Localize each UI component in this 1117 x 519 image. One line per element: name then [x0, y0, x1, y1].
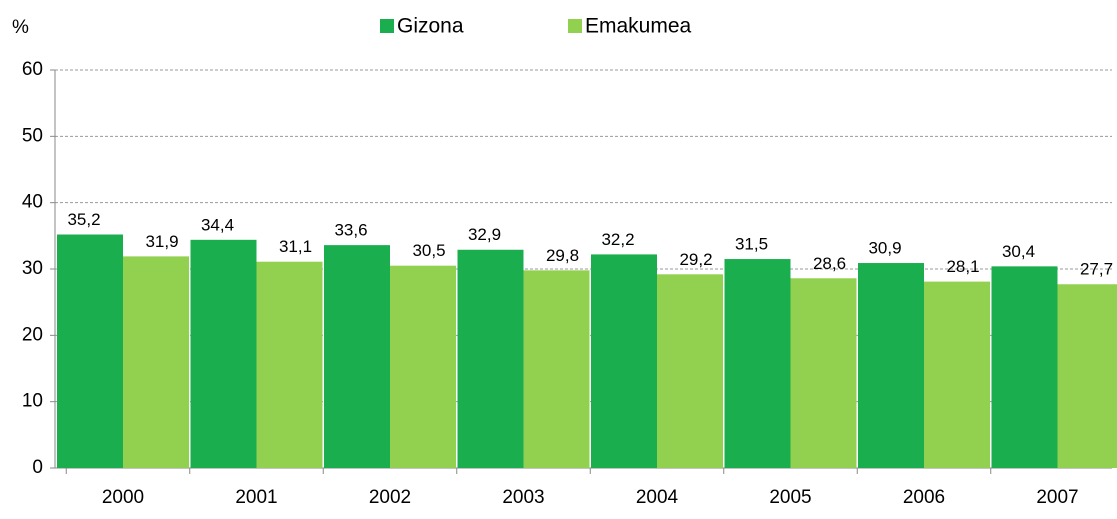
bar [991, 266, 1058, 468]
y-tick-label: 30 [22, 258, 43, 279]
legend-swatch [380, 19, 394, 33]
y-tick-label: 40 [22, 192, 43, 213]
value-label: 30,4 [1002, 242, 1035, 261]
bar [324, 245, 390, 468]
y-tick-label: 20 [22, 324, 43, 345]
x-tick-label: 2005 [769, 487, 811, 508]
bar [1057, 284, 1117, 468]
bar [57, 234, 123, 468]
legend-swatch [568, 19, 582, 33]
bar [457, 249, 524, 468]
bar [256, 261, 323, 468]
value-label: 30,9 [868, 239, 901, 258]
value-label: 28,1 [946, 257, 979, 276]
value-label: 33,6 [334, 221, 367, 240]
y-tick-label: 10 [22, 391, 43, 412]
bar [724, 259, 791, 468]
x-tick-label: 2004 [636, 487, 679, 508]
legend-label: Gizona [397, 15, 464, 38]
value-label: 31,5 [735, 235, 768, 254]
x-tick-label: 2006 [903, 487, 945, 508]
value-label: 35,2 [67, 210, 100, 229]
bar [390, 265, 456, 468]
bar [858, 263, 924, 468]
y-axis-label: % [12, 17, 29, 38]
value-label: 28,6 [813, 254, 846, 273]
x-tick-label: 2002 [369, 487, 411, 508]
bar [123, 256, 189, 468]
y-tick-label: 50 [22, 125, 43, 146]
bar [790, 278, 857, 468]
value-label: 32,9 [468, 225, 501, 244]
x-tick-label: 2001 [235, 487, 277, 508]
x-tick-label: 2000 [102, 487, 144, 508]
bar [924, 281, 990, 468]
bar [523, 270, 590, 468]
value-label: 31,9 [145, 232, 178, 251]
value-label: 34,4 [201, 215, 234, 234]
value-label: 32,2 [601, 230, 634, 249]
value-label: 29,8 [546, 246, 579, 265]
y-tick-label: 60 [22, 59, 43, 80]
y-tick-label: 0 [32, 457, 43, 478]
x-tick-label: 2007 [1036, 487, 1078, 508]
value-label: 29,2 [679, 250, 712, 269]
value-label: 31,1 [279, 237, 312, 256]
legend-label: Emakumea [585, 15, 692, 38]
bar [657, 274, 723, 468]
bar [190, 239, 257, 468]
x-tick-label: 2003 [502, 487, 544, 508]
value-label: 27,7 [1080, 260, 1113, 279]
value-label: 30,5 [412, 241, 445, 260]
bar [591, 254, 657, 468]
